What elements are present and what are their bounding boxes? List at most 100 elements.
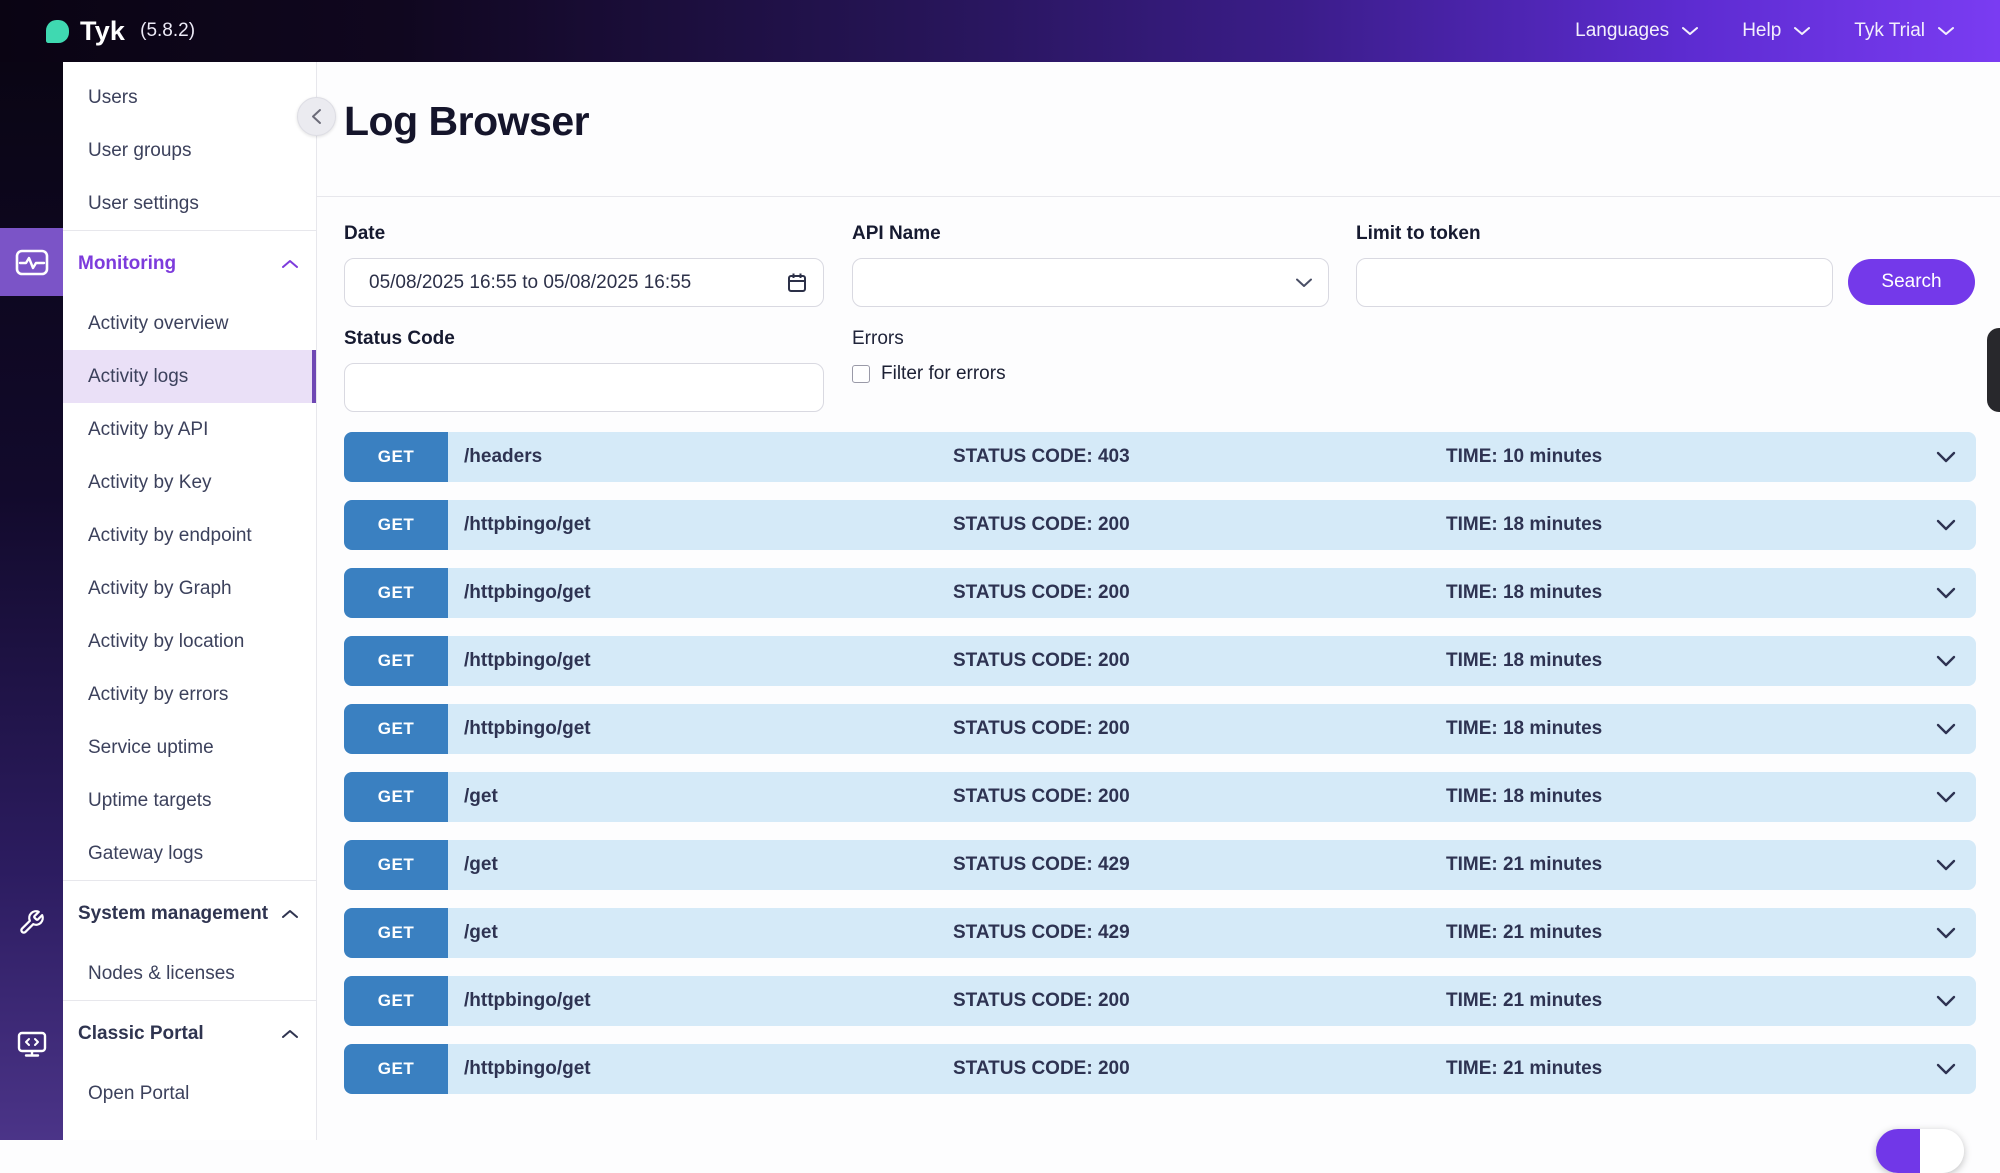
log-row[interactable]: GET /get STATUS CODE: 429 TIME: 21 minut… xyxy=(344,840,1976,890)
http-method-badge: GET xyxy=(344,432,448,482)
limit-to-token-value[interactable] xyxy=(1373,270,1816,295)
sidebar-section-label: Classic Portal xyxy=(78,1023,204,1044)
log-row[interactable]: GET /httpbingo/get STATUS CODE: 200 TIME… xyxy=(344,704,1976,754)
rail-item-monitoring[interactable] xyxy=(0,228,63,296)
errors-checkbox[interactable] xyxy=(852,365,870,383)
limit-to-token-input[interactable] xyxy=(1356,258,1833,307)
status-code-input[interactable] xyxy=(344,363,824,412)
http-method-badge: GET xyxy=(344,704,448,754)
log-path: /httpbingo/get xyxy=(464,514,591,535)
http-method-badge: GET xyxy=(344,636,448,686)
sidebar-item-uptime-targets[interactable]: Uptime targets xyxy=(63,774,316,827)
log-path: /get xyxy=(464,922,498,943)
chevron-down-icon[interactable] xyxy=(1936,723,1956,735)
sidebar-item-label: Users xyxy=(88,86,138,108)
sidebar-section-classic-portal[interactable]: Classic Portal xyxy=(63,1001,316,1067)
sidebar-section-monitoring[interactable]: Monitoring xyxy=(63,231,316,297)
chevron-down-icon[interactable] xyxy=(1936,1063,1956,1075)
log-time: TIME: 21 minutes xyxy=(1446,854,1603,875)
chevron-down-icon xyxy=(1296,278,1312,287)
help-menu[interactable]: Help xyxy=(1742,20,1811,42)
page-title: Log Browser xyxy=(344,98,590,144)
sidebar: Users User groups User settings Monitoring A… xyxy=(63,62,317,1140)
account-menu[interactable]: Tyk Trial xyxy=(1854,20,1954,42)
sidebar-item-users[interactable]: Users xyxy=(63,71,316,124)
sidebar-item-activity-by-api[interactable]: Activity by API xyxy=(63,403,316,456)
log-row[interactable]: GET /httpbingo/get STATUS CODE: 200 TIME… xyxy=(344,568,1976,618)
sidebar-item-label: Activity by Graph xyxy=(88,577,232,599)
log-path: /httpbingo/get xyxy=(464,1058,591,1079)
chat-launcher-button[interactable] xyxy=(1876,1129,1964,1173)
log-status-code: STATUS CODE: 200 xyxy=(953,718,1130,739)
chevron-down-icon[interactable] xyxy=(1936,587,1956,599)
chevron-up-icon xyxy=(282,260,298,268)
date-label: Date xyxy=(344,223,386,244)
log-row[interactable]: GET /httpbingo/get STATUS CODE: 200 TIME… xyxy=(344,1044,1976,1094)
sidebar-item-activity-by-endpoint[interactable]: Activity by endpoint xyxy=(63,509,316,562)
sidebar-collapse-button[interactable] xyxy=(297,97,336,136)
sidebar-item-nodes-licenses[interactable]: Nodes & licenses xyxy=(63,947,316,1000)
tyk-logo[interactable]: Tyk (5.8.2) xyxy=(46,16,195,47)
log-time: TIME: 18 minutes xyxy=(1446,514,1603,535)
main-content: Log Browser Date API Name xyxy=(317,62,2000,1140)
status-code-value[interactable] xyxy=(361,375,807,400)
sidebar-item-activity-by-key[interactable]: Activity by Key xyxy=(63,456,316,509)
api-name-value[interactable] xyxy=(869,270,1296,295)
sidebar-item-activity-by-graph[interactable]: Activity by Graph xyxy=(63,562,316,615)
sidebar-section-system-management[interactable]: System management xyxy=(63,881,316,947)
search-button[interactable]: Search xyxy=(1848,259,1975,305)
log-status-code: STATUS CODE: 200 xyxy=(953,650,1130,671)
log-status-code: STATUS CODE: 403 xyxy=(953,446,1130,467)
chevron-down-icon[interactable] xyxy=(1936,791,1956,803)
calendar-icon[interactable] xyxy=(787,272,807,293)
chevron-down-icon[interactable] xyxy=(1936,451,1956,463)
sidebar-item-gateway-logs[interactable]: Gateway logs xyxy=(63,827,316,880)
date-range-input[interactable] xyxy=(344,258,824,307)
sidebar-item-activity-by-location[interactable]: Activity by location xyxy=(63,615,316,668)
sidebar-item-user-groups[interactable]: User groups xyxy=(63,124,316,177)
rail-item-system-management[interactable] xyxy=(0,888,63,956)
sidebar-item-label: Nodes & licenses xyxy=(88,962,235,984)
chevron-left-icon xyxy=(312,109,321,124)
log-row[interactable]: GET /httpbingo/get STATUS CODE: 200 TIME… xyxy=(344,636,1976,686)
log-row[interactable]: GET /httpbingo/get STATUS CODE: 200 TIME… xyxy=(344,500,1976,550)
sidebar-item-activity-overview[interactable]: Activity overview xyxy=(63,297,316,350)
sidebar-item-open-portal[interactable]: Open Portal xyxy=(63,1067,316,1120)
sidebar-item-label: Service uptime xyxy=(88,736,214,758)
api-name-select[interactable] xyxy=(852,258,1329,307)
log-time: TIME: 18 minutes xyxy=(1446,582,1603,603)
log-path: /headers xyxy=(464,446,543,467)
log-row[interactable]: GET /headers STATUS CODE: 403 TIME: 10 m… xyxy=(344,432,1976,482)
sidebar-section-label: System management xyxy=(78,903,269,924)
sidebar-item-activity-by-errors[interactable]: Activity by errors xyxy=(63,668,316,721)
log-row[interactable]: GET /get STATUS CODE: 200 TIME: 18 minut… xyxy=(344,772,1976,822)
log-status-code: STATUS CODE: 200 xyxy=(953,514,1130,535)
rail-item-portal[interactable] xyxy=(0,1010,63,1078)
sidebar-item-service-uptime[interactable]: Service uptime xyxy=(63,721,316,774)
log-path: /httpbingo/get xyxy=(464,718,591,739)
log-filters: Date API Name xyxy=(317,196,2000,412)
chevron-down-icon[interactable] xyxy=(1936,927,1956,939)
sidebar-section-label: Monitoring xyxy=(78,253,177,274)
sidebar-item-user-settings[interactable]: User settings xyxy=(63,177,316,230)
log-row[interactable]: GET /get STATUS CODE: 429 TIME: 21 minut… xyxy=(344,908,1976,958)
log-row[interactable]: GET /httpbingo/get STATUS CODE: 200 TIME… xyxy=(344,976,1976,1026)
sidebar-item-label: Activity by errors xyxy=(88,683,229,705)
log-time: TIME: 21 minutes xyxy=(1446,990,1603,1011)
feedback-edge-tab[interactable] xyxy=(1987,328,2000,412)
developer-portal-icon xyxy=(17,1031,46,1057)
chevron-up-icon xyxy=(282,1030,298,1038)
limit-to-token-label: Limit to token xyxy=(1356,223,1481,244)
chevron-down-icon[interactable] xyxy=(1936,995,1956,1007)
date-range-value[interactable] xyxy=(367,270,787,295)
filter-for-errors-option[interactable]: Filter for errors xyxy=(852,363,1329,385)
chevron-down-icon[interactable] xyxy=(1936,519,1956,531)
chevron-down-icon[interactable] xyxy=(1936,859,1956,871)
languages-menu[interactable]: Languages xyxy=(1575,20,1699,42)
sidebar-divider xyxy=(63,880,316,881)
errors-checkbox-label: Filter for errors xyxy=(881,363,1006,384)
sidebar-item-activity-logs[interactable]: Activity logs xyxy=(63,350,316,403)
log-path: /httpbingo/get xyxy=(464,582,591,603)
sidebar-item-label: Gateway logs xyxy=(88,842,204,864)
chevron-down-icon[interactable] xyxy=(1936,655,1956,667)
